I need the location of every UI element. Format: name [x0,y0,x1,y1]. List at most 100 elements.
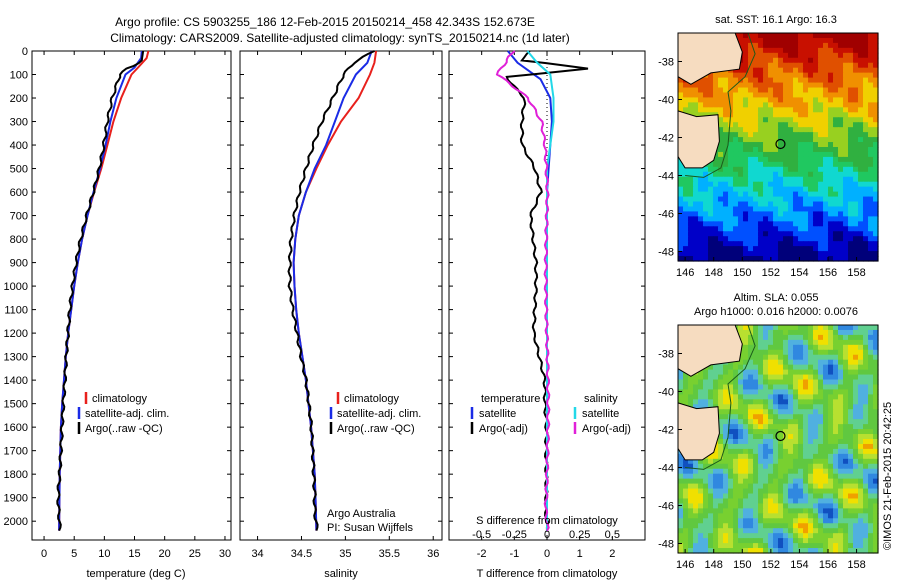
map-cell [693,463,699,470]
map-cell [873,429,879,435]
map-cell [833,181,839,188]
map-cell [793,359,799,366]
map-cell [733,161,739,168]
map-cell [798,379,804,386]
map-cell [683,186,689,193]
map-cell [858,488,864,495]
map-cell [703,379,709,386]
map-cell [733,359,739,366]
map-cell [768,325,774,331]
map-cell [793,389,799,395]
map-cell [783,166,789,173]
map-cell [828,344,834,351]
map-cell [693,543,699,549]
map-cell [833,196,839,203]
map-cell [708,196,714,203]
map-cell [703,92,709,99]
map-cell [723,488,729,495]
map-cell [753,439,759,445]
map-cell [788,453,794,460]
map-cell [818,478,824,485]
map-cell [843,67,849,74]
map-cell [803,256,809,262]
map-cell [853,429,859,435]
map-cell [808,394,814,400]
map-cell [768,211,774,217]
map-cell [703,389,709,395]
map-cell [773,57,779,64]
map-cell [718,201,724,208]
map-cell [868,127,874,133]
map-cell [848,399,854,405]
map-cell [758,171,764,178]
map-cell [698,399,704,405]
map-cell [703,384,709,391]
map-cell [833,171,839,178]
map-cell [813,62,819,69]
map-cell [678,226,684,232]
map-cell [728,251,734,257]
map-cell [873,62,879,69]
map-cell [853,102,859,108]
map-cell [728,548,734,554]
map-cell [778,256,784,262]
map-cell [758,92,764,99]
map-cell [778,251,784,257]
difference-xlabel-top: S difference from climatology [476,515,618,527]
map-cell [743,127,749,133]
map-cell [703,483,709,490]
map-cell [853,369,859,376]
map-cell [833,176,839,183]
map-cell [733,473,739,480]
map-cell [728,443,734,450]
map-x-tick-label: 154 [790,267,808,279]
map-cell [783,226,789,232]
map-cell [733,231,739,237]
map-cell [793,493,799,500]
map-cell [853,127,859,133]
map-cell [708,176,714,183]
map-cell [688,211,694,217]
map-cell [713,196,719,203]
map-cell [808,97,814,103]
map-cell [763,246,769,252]
map-x-tick-label: 152 [762,559,780,571]
map-cell [813,325,819,331]
map-cell [708,171,714,178]
map-cell [733,533,739,539]
map-cell [813,52,819,59]
map-cell [823,488,829,495]
map-cell [763,191,769,198]
map-cell [753,57,759,64]
map-cell [798,548,804,554]
map-cell [773,186,779,193]
map-cell [873,508,879,514]
map-cell [753,211,759,217]
map-cell [703,216,709,222]
map-cell [828,231,834,237]
map-cell [833,478,839,485]
map-cell [848,241,854,247]
map-cell [788,473,794,480]
map-cell [838,92,844,99]
map-cell [703,176,709,183]
map-cell [768,419,774,425]
map-cell [858,77,864,84]
map-cell [828,369,834,376]
map-cell [748,57,754,64]
map-cell [683,548,689,554]
map-cell [828,52,834,59]
map-cell [773,37,779,44]
map-cell [803,468,809,475]
map-cell [798,67,804,74]
map-cell [833,463,839,470]
map-cell [803,107,809,113]
map-cell [818,389,824,395]
map-cell [823,196,829,203]
map-cell [808,201,814,208]
map-cell [838,251,844,257]
map-cell [818,206,824,213]
map-cell [868,176,874,183]
map-cell [743,77,749,84]
map-cell [743,389,749,395]
